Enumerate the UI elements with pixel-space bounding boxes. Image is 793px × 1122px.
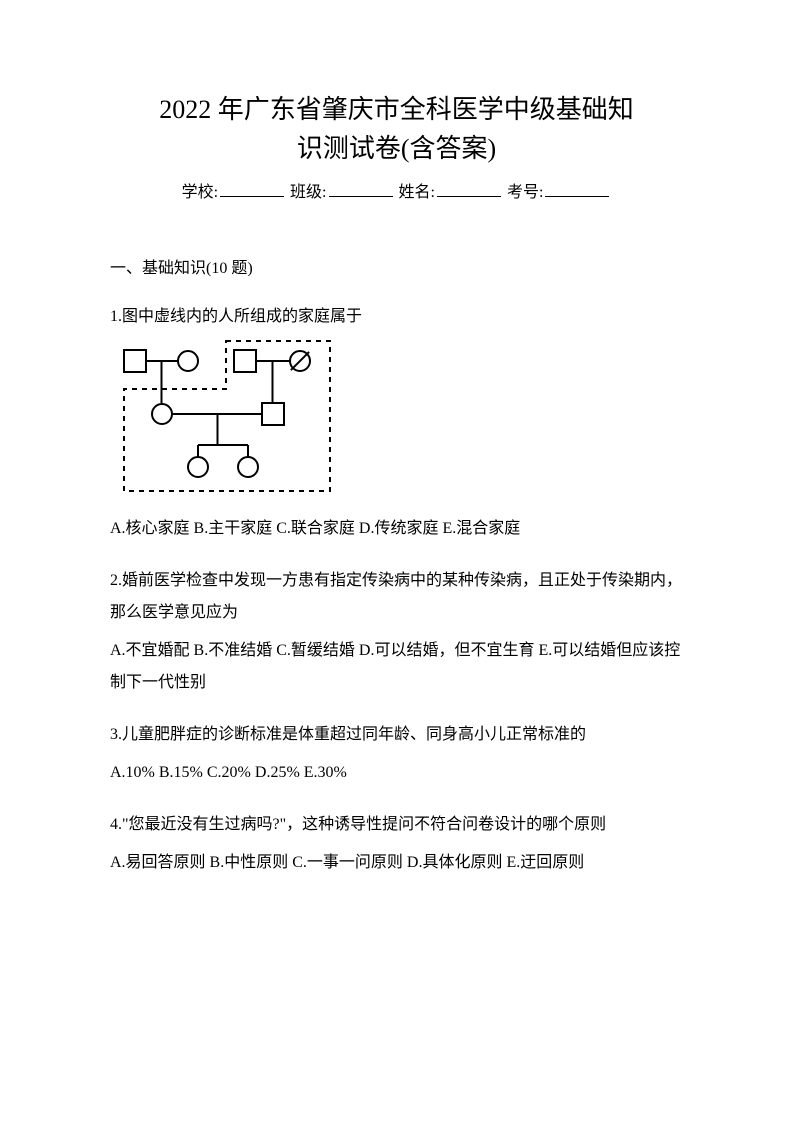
title-line-2: 识测试卷(含答案)	[110, 129, 683, 168]
q2-stem: 2.婚前医学检查中发现一方患有指定传染病中的某种传染病，且正处于传染期内，那么医…	[110, 565, 683, 629]
label-school: 学校:	[182, 184, 218, 201]
blank-name[interactable]	[437, 196, 501, 197]
q3-stem: 3.儿童肥胖症的诊断标准是体重超过同年龄、同身高小儿正常标准的	[110, 719, 683, 751]
q1-pedigree-diagram	[110, 339, 683, 503]
q2-options: A.不宜婚配 B.不准结婚 C.暂缓结婚 D.可以结婚，但不宜生育 E.可以结婚…	[110, 635, 683, 699]
q1-stem: 1.图中虚线内的人所组成的家庭属于	[110, 301, 683, 333]
label-class: 班级:	[290, 184, 326, 201]
label-name: 姓名:	[399, 184, 435, 201]
question-1: 1.图中虚线内的人所组成的家庭属于 A.核心家庭 B.主干家庭 C.联合家庭 D…	[110, 301, 683, 545]
blank-class[interactable]	[329, 196, 393, 197]
pedigree-svg	[110, 339, 350, 494]
page-title: 2022 年广东省肇庆市全科医学中级基础知 识测试卷(含答案)	[110, 90, 683, 168]
question-4: 4."您最近没有生过病吗?"，这种诱导性提问不符合问卷设计的哪个原则 A.易回答…	[110, 809, 683, 879]
question-3: 3.儿童肥胖症的诊断标准是体重超过同年龄、同身高小儿正常标准的 A.10% B.…	[110, 719, 683, 789]
q4-stem: 4."您最近没有生过病吗?"，这种诱导性提问不符合问卷设计的哪个原则	[110, 809, 683, 841]
blank-exam-no[interactable]	[545, 196, 609, 197]
section-heading: 一、基础知识(10 题)	[110, 256, 683, 282]
q3-options: A.10% B.15% C.20% D.25% E.30%	[110, 757, 683, 789]
student-info-row: 学校: 班级: 姓名: 考号:	[110, 180, 683, 206]
label-exam-no: 考号:	[507, 184, 543, 201]
title-line-1: 2022 年广东省肇庆市全科医学中级基础知	[110, 90, 683, 129]
q4-options: A.易回答原则 B.中性原则 C.一事一问原则 D.具体化原则 E.迂回原则	[110, 847, 683, 879]
question-2: 2.婚前医学检查中发现一方患有指定传染病中的某种传染病，且正处于传染期内，那么医…	[110, 565, 683, 699]
blank-school[interactable]	[220, 196, 284, 197]
q1-options: A.核心家庭 B.主干家庭 C.联合家庭 D.传统家庭 E.混合家庭	[110, 513, 683, 545]
